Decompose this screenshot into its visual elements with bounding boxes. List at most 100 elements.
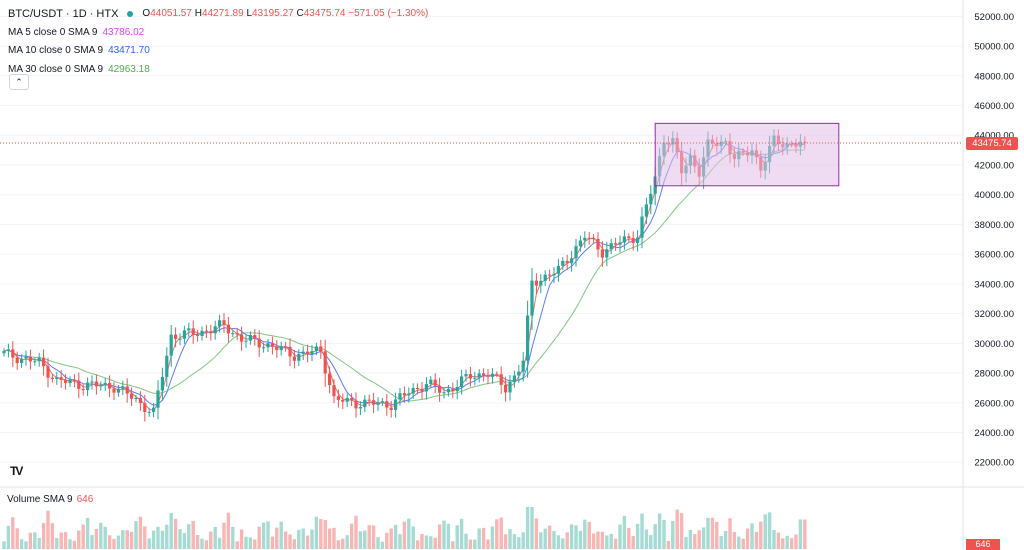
- candle-body: [512, 375, 516, 383]
- volume-bar: [151, 530, 156, 549]
- high-value: 44271.89: [201, 8, 244, 19]
- candle-body: [543, 274, 547, 281]
- candle-body: [460, 376, 464, 387]
- candle-body: [574, 246, 578, 259]
- candle-body: [644, 204, 648, 217]
- symbol-title[interactable]: BTC/USDT · 1D · HTX: [8, 8, 119, 20]
- ma30-label: MA 30 close 0 SMA 9: [8, 63, 104, 75]
- volume-bar: [24, 541, 28, 549]
- candle-body: [292, 356, 296, 361]
- volume-bar: [543, 528, 547, 549]
- candle-body: [394, 399, 398, 410]
- volume-bar: [187, 524, 191, 549]
- candle-body: [552, 273, 556, 276]
- candle-body: [468, 374, 472, 379]
- volume-bar: [319, 519, 323, 549]
- volume-bar: [565, 532, 569, 549]
- price-axis[interactable]: 22000.00 24000.00 26000.00 28000.00 30000.00…: [962, 0, 1014, 549]
- candle-body: [455, 386, 459, 392]
- volume-bar: [512, 534, 517, 549]
- tradingview-logo-icon[interactable]: TV: [10, 464, 23, 478]
- volume-bar: [459, 518, 464, 549]
- ma10-label: MA 10 close 0 SMA 9: [8, 45, 104, 56]
- volume-bar: [495, 519, 499, 549]
- indicator-ma30[interactable]: MA 30 close 0 SMA 9 42963.18: [8, 61, 428, 80]
- volume-bar: [99, 522, 103, 549]
- candle-body: [248, 335, 252, 341]
- candle-body: [490, 373, 494, 377]
- y-tick-label: 36000.00: [974, 250, 1014, 261]
- candle-body: [464, 374, 468, 377]
- volume-legend[interactable]: Volume SMA 9 646: [7, 494, 93, 505]
- volume-bar: [341, 538, 345, 549]
- candle-body: [565, 260, 569, 264]
- volume-bar: [539, 532, 543, 549]
- volume-bar: [68, 539, 72, 549]
- volume-bar: [525, 507, 530, 549]
- volume-bar: [631, 535, 635, 549]
- volume-bar: [59, 532, 63, 549]
- y-tick-label: 42000.00: [974, 160, 1014, 171]
- volume-bar: [534, 518, 539, 549]
- volume-bar: [266, 521, 270, 549]
- volume-bar: [226, 512, 231, 549]
- candle-body: [11, 349, 15, 358]
- volume-bar: [723, 531, 728, 549]
- volume-bar: [90, 534, 94, 549]
- candle-body: [174, 334, 178, 339]
- close-value: 43475.74: [303, 8, 346, 19]
- volume-bar: [697, 530, 701, 549]
- candle-body: [372, 400, 376, 405]
- volume-bar: [354, 515, 358, 549]
- volume-bar: [235, 541, 239, 549]
- ma30-line: [3, 149, 805, 402]
- volume-bar: [279, 521, 283, 549]
- volume-bar: [613, 538, 618, 549]
- volume-bar: [635, 523, 640, 549]
- candle-body: [534, 280, 538, 286]
- volume-scale-tag: 646: [966, 539, 1000, 550]
- candle-body: [191, 328, 195, 335]
- volume-bar: [143, 526, 147, 549]
- volume-bar: [754, 531, 759, 549]
- candle-body: [429, 379, 433, 385]
- volume-bar: [666, 540, 671, 549]
- candle-body: [187, 328, 191, 331]
- y-tick-label: 44000.00: [974, 131, 1014, 142]
- volume-bar: [407, 518, 411, 549]
- candle-body: [240, 334, 244, 342]
- candle-body: [622, 236, 626, 243]
- y-tick-label: 32000.00: [974, 309, 1014, 320]
- moving-average-path: [3, 149, 805, 402]
- candle-body: [385, 401, 389, 408]
- candle-body: [218, 320, 222, 327]
- candle-body: [257, 338, 261, 348]
- highlight-rectangle[interactable]: [654, 122, 840, 187]
- volume-bar: [517, 537, 521, 549]
- volume-bar: [173, 518, 178, 549]
- volume-bar: [728, 518, 732, 549]
- candle-body: [103, 382, 107, 386]
- volume-bar: [776, 532, 781, 549]
- volume-bar: [257, 526, 261, 549]
- volume-bar: [561, 538, 565, 549]
- volume-bar: [371, 525, 376, 549]
- volume-bar: [165, 524, 169, 549]
- volume-bar: [763, 514, 767, 549]
- volume-bars: [2, 507, 807, 549]
- indicator-ma10[interactable]: MA 10 close 0 SMA 9 43471.70: [8, 42, 428, 61]
- candle-body: [200, 330, 204, 336]
- volume-bar: [2, 541, 6, 549]
- volume-bar: [693, 534, 697, 549]
- volume-bar: [398, 534, 402, 549]
- indicator-ma5[interactable]: MA 5 close 0 SMA 9 43786.02: [8, 24, 428, 43]
- y-tick-label: 24000.00: [974, 428, 1014, 439]
- candle-body: [451, 388, 455, 392]
- volume-bar: [424, 535, 429, 549]
- candle-body: [196, 334, 200, 336]
- collapse-legend-button[interactable]: ⌃: [9, 74, 29, 90]
- candle-body: [482, 373, 486, 376]
- candle-body: [442, 392, 446, 394]
- volume-bar: [222, 522, 226, 549]
